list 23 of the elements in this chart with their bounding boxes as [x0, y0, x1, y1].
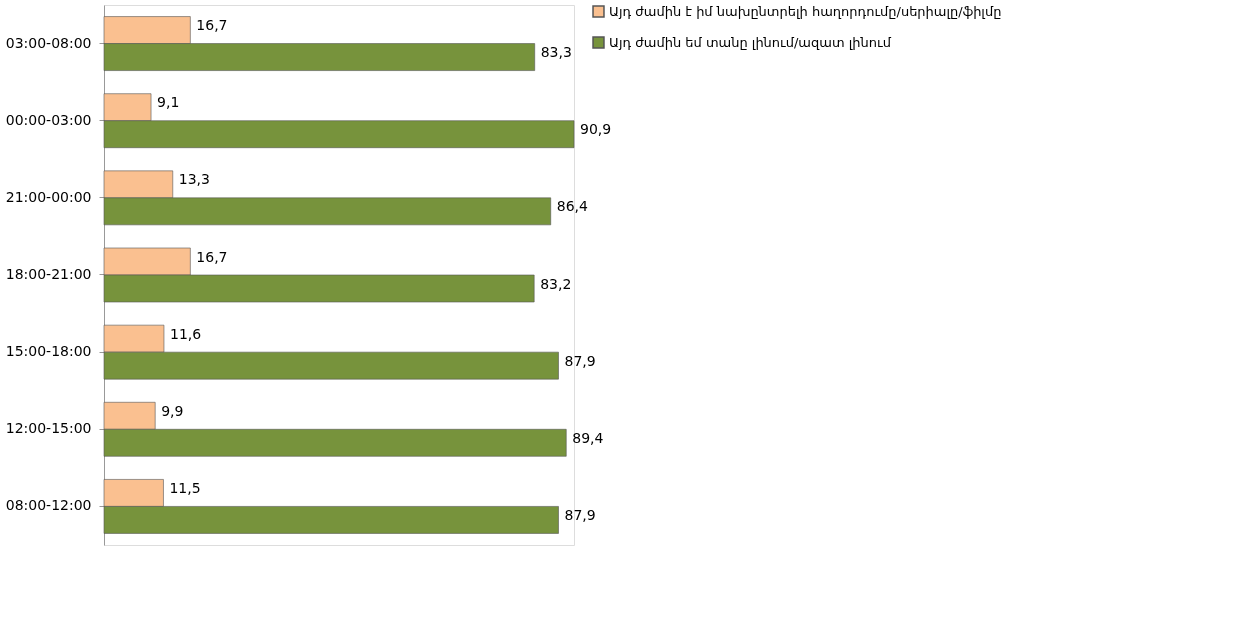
data-label: 83,3: [540, 44, 572, 61]
data-label: 90,9: [580, 121, 612, 138]
data-label: 83,2: [540, 275, 572, 292]
y-tick-label: 18:00-21:00: [5, 266, 92, 282]
legend-label: Այդ ժամին եմ տանը լինում/ազատ լինում: [609, 34, 892, 50]
y-tick-label: 00:00-03:00: [5, 111, 92, 128]
data-label: 86,4: [556, 198, 588, 215]
y-tick-label: 03:00-08:00: [5, 34, 92, 51]
data-label: 87,9: [564, 506, 596, 523]
legend-label: Այդ ժամին է իմ նախընտրելի հաղորդումը/սերիալը/ֆիլմը: [609, 3, 1002, 19]
data-label: 16,7: [196, 17, 228, 34]
y-tick-label: 21:00-00:00: [5, 188, 92, 205]
data-label: 9,9: [161, 402, 184, 419]
data-label: 87,9: [564, 352, 596, 369]
data-label: 11,5: [169, 479, 201, 496]
data-label: 11,6: [169, 325, 202, 342]
y-tick-label: 08:00-12:00: [5, 497, 92, 514]
data-label: 9,1: [157, 94, 180, 111]
y-tick-label: 15:00-18:00: [5, 343, 92, 360]
data-label: 89,4: [572, 429, 604, 446]
y-tick-label: 12:00-15:00: [5, 420, 92, 437]
data-label: 13,3: [178, 171, 210, 188]
data-label: 16,7: [196, 248, 228, 265]
